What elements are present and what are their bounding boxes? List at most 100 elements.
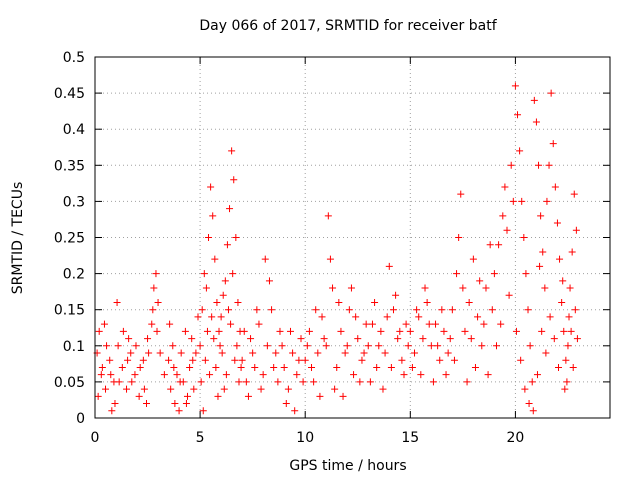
data-point [289,349,297,357]
data-point [366,378,374,386]
data-point [150,284,158,292]
data-point [484,371,492,379]
data-point [396,327,404,335]
data-point [153,327,161,335]
data-point [551,183,559,191]
data-point [442,371,450,379]
data-point [568,248,576,256]
data-point [226,205,234,213]
data-point [301,356,309,364]
data-point [457,190,465,198]
data-point [152,270,160,278]
data-point [356,378,364,386]
data-point [415,313,423,321]
data-point [293,371,301,379]
data-point [465,298,473,306]
data-point [218,349,226,357]
data-point [429,378,437,386]
data-point [525,400,533,408]
data-point [118,363,126,371]
y-tick-label: 0.5 [63,50,85,66]
data-point [421,284,429,292]
data-point [360,349,368,357]
data-point [538,327,546,335]
data-point [270,363,278,371]
data-point [182,400,190,408]
axis-ticks [94,56,610,419]
y-tick-label: 0.4 [63,122,85,138]
data-point [144,335,152,343]
data-point [194,313,202,321]
data-point [549,140,557,148]
data-point [268,306,276,314]
data-point [132,342,140,350]
data-point [541,284,549,292]
data-point [362,320,370,328]
data-point [474,313,482,321]
y-tick-label: 0 [76,411,85,427]
data-point [278,342,286,350]
data-point [486,241,494,249]
data-point [282,400,290,408]
data-point [106,356,114,364]
data-point [131,371,139,379]
data-point [333,363,341,371]
data-point [249,349,257,357]
data-point [339,392,347,400]
data-point [560,327,568,335]
data-point [547,89,555,97]
data-point [197,378,205,386]
data-point [124,356,132,364]
data-point [427,342,435,350]
data-point [453,270,461,278]
data-point [274,378,282,386]
data-point [100,320,108,328]
data-point [251,363,259,371]
data-point [216,342,224,350]
data-point [499,212,507,220]
data-point [558,298,566,306]
data-point [244,392,252,400]
grid [95,57,610,418]
data-point [387,363,395,371]
data-point [322,342,330,350]
tick-labels: 0 5 10 15 20 0 0.05 0.1 0.15 0.2 0.25 0.3 0.35 0.4 0.4… [54,50,524,446]
data-point [550,335,558,343]
data-point [553,219,561,227]
data-point [224,306,232,314]
data-point [514,111,522,119]
data-point [171,400,179,408]
data-point [324,212,332,220]
data-point [480,320,488,328]
data-point [207,183,215,191]
x-axis-label: GPS time / hours [289,458,406,474]
data-point [482,284,490,292]
data-point [208,313,216,321]
data-point [206,371,214,379]
data-point [471,363,479,371]
data-point [308,363,316,371]
data-point [233,342,241,350]
data-point [242,378,250,386]
data-point [520,234,528,241]
data-point [97,371,105,379]
data-point [455,234,463,241]
data-point [312,306,320,314]
data-point [310,378,318,386]
data-point [379,385,387,393]
data-point [436,356,444,364]
data-point [286,327,294,335]
data-point [320,335,328,343]
data-point [238,356,246,364]
data-point [202,284,210,292]
data-point [188,335,196,343]
data-point [113,298,121,306]
data-point [377,327,385,335]
data-point [507,161,515,169]
data-point [542,349,550,357]
data-point [177,349,185,357]
x-tick-label: 10 [296,430,314,446]
data-point [299,378,307,386]
data-point [417,371,425,379]
data-point [205,234,213,241]
